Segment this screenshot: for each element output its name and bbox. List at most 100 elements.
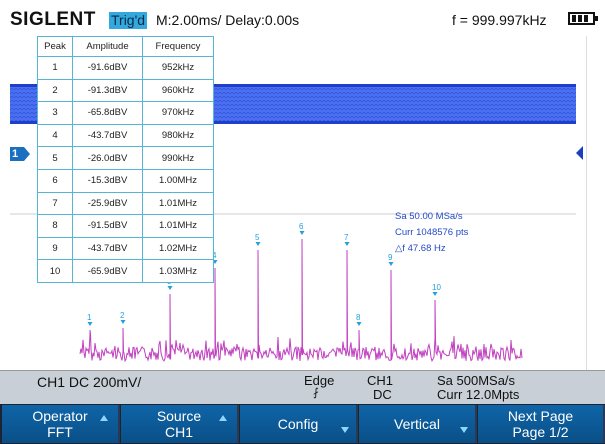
peak-peak-cell: 10	[37, 259, 73, 283]
peak-frequency-cell: 1.01MHz	[142, 191, 214, 216]
peak-frequency-cell: 1.00MHz	[142, 168, 214, 193]
softkey-operator-value: FFT	[47, 424, 73, 440]
fft-sample-rate: Sa 50.00 MSa/s	[395, 211, 463, 222]
peak-marker-icon	[356, 322, 362, 326]
peak-amplitude-cell: -43.7dBV	[72, 236, 143, 261]
fft-points: Curr 1048576 pts	[395, 227, 469, 238]
peak-peak-cell: 6	[37, 168, 73, 193]
peak-peak-cell: 1	[37, 56, 73, 80]
column-header-amplitude: Amplitude	[72, 36, 143, 57]
peak-table-row: 10 -65.9dBV 1.03MHz	[37, 259, 214, 283]
peak-marker-label: 6	[299, 222, 304, 231]
timebase-readout: M:2.00ms/ Delay:0.00s	[156, 12, 300, 28]
trigger-type[interactable]: Edge	[304, 373, 335, 388]
peak-frequency-cell: 990kHz	[142, 146, 214, 170]
peak-marker-label: 5	[255, 233, 260, 242]
top-status-bar: SIGLENT Trig'd M:2.00ms/ Delay:0.00s f =…	[0, 0, 605, 36]
channel-status-bar: CH1 DC 200mV/ Edge ⨏ CH1 DC Sa 500MSa/s …	[0, 370, 605, 405]
softkey-vertical-label: Vertical	[394, 416, 440, 432]
trigger-coupling[interactable]: DC	[373, 387, 392, 402]
waveform-display[interactable]: 12345678910 1 Peak Amplitude Frequency 1…	[10, 36, 587, 370]
peak-amplitude-cell: -65.9dBV	[72, 259, 143, 283]
peak-marker-icon	[255, 242, 261, 246]
peak-amplitude-cell: -26.0dBV	[72, 146, 143, 170]
channel-1-marker[interactable]: 1	[10, 147, 30, 161]
peak-table-row: 1 -91.6dBV 952kHz	[37, 56, 214, 80]
brand-logo: SIGLENT	[10, 9, 96, 30]
softkey-config[interactable]: Config	[240, 405, 358, 443]
peak-table-row: 5 -26.0dBV 990kHz	[37, 146, 214, 170]
peak-marker-icon	[432, 292, 438, 296]
channel-marker-label: 1	[12, 148, 19, 160]
column-header-frequency: Frequency	[142, 36, 214, 57]
peak-frequency-cell: 970kHz	[142, 101, 214, 125]
peak-table-row: 6 -15.3dBV 1.00MHz	[37, 168, 214, 193]
peak-amplitude-cell: -25.9dBV	[72, 191, 143, 216]
softkey-next-page-label: Next Page	[507, 408, 574, 424]
peak-marker-icon	[388, 262, 394, 266]
softkey-next-page[interactable]: Next Page Page 1/2	[478, 405, 605, 443]
peak-marker-label: 8	[356, 313, 361, 322]
arrow-down-icon	[460, 427, 468, 433]
peak-peak-cell: 7	[37, 191, 73, 216]
peak-amplitude-cell: -91.5dBV	[72, 214, 143, 238]
peak-table-row: 7 -25.9dBV 1.01MHz	[37, 191, 214, 216]
peak-marker-label: 1	[87, 313, 92, 322]
peak-peak-cell: 4	[37, 123, 73, 148]
softkey-menu: Operator FFT Source CH1 Config Vertical …	[0, 404, 605, 444]
peak-marker-label: 4	[212, 251, 217, 260]
softkey-vertical[interactable]: Vertical	[359, 405, 477, 443]
fft-spectrum-trace	[79, 238, 523, 363]
softkey-page-indicator: Page 1/2	[512, 424, 569, 440]
memory-depth: Curr 12.0Mpts	[437, 387, 520, 402]
peak-marker-icon	[167, 286, 173, 290]
channel-setting[interactable]: CH1 DC 200mV/	[37, 374, 142, 390]
acquisition-sample-rate: Sa 500MSa/s	[437, 373, 516, 388]
peak-marker-icon	[299, 231, 305, 235]
peak-peak-cell: 3	[37, 101, 73, 125]
peak-marker-label: 9	[388, 253, 393, 262]
softkey-source[interactable]: Source CH1	[121, 405, 239, 443]
peak-frequency-cell: 1.02MHz	[142, 236, 214, 261]
peak-table-header: Peak Amplitude Frequency	[37, 36, 214, 57]
battery-icon	[568, 12, 598, 25]
peak-marker-icon	[344, 242, 350, 246]
fft-resolution: △f 47.68 Hz	[395, 243, 446, 254]
peak-frequency-cell: 980kHz	[142, 123, 214, 148]
arrow-up-icon	[219, 415, 227, 421]
peak-marker-icon	[87, 322, 93, 326]
peak-marker-label: 7	[344, 233, 349, 242]
peak-marker-label: 2	[120, 311, 125, 320]
peak-peak-cell: 2	[37, 78, 73, 103]
peak-table-row: 4 -43.7dBV 980kHz	[37, 123, 214, 148]
peak-amplitude-cell: -91.6dBV	[72, 56, 143, 80]
peak-amplitude-cell: -65.8dBV	[72, 101, 143, 125]
trigger-level-marker[interactable]	[576, 146, 583, 160]
peak-peak-cell: 5	[37, 146, 73, 170]
peak-frequency-cell: 960kHz	[142, 78, 214, 103]
peak-frequency-cell: 952kHz	[142, 56, 214, 80]
peak-marker-icon	[120, 320, 126, 324]
peak-table-row: 2 -91.3dBV 960kHz	[37, 78, 214, 103]
softkey-config-label: Config	[277, 416, 319, 432]
softkey-source-label: Source	[156, 408, 202, 424]
fft-peak-table: Peak Amplitude Frequency 1 -91.6dBV 952kHz…	[37, 36, 214, 283]
peak-frequency-cell: 1.03MHz	[142, 259, 214, 283]
arrow-down-icon	[341, 427, 349, 433]
peak-peak-cell: 8	[37, 214, 73, 238]
softkey-operator[interactable]: Operator FFT	[2, 405, 120, 443]
trigger-status-badge: Trig'd	[109, 12, 148, 29]
softkey-operator-label: Operator	[32, 408, 88, 424]
column-header-peak: Peak	[37, 36, 73, 57]
trigger-edge-icon: ⨏	[313, 387, 319, 399]
trigger-source[interactable]: CH1	[367, 373, 394, 388]
peak-amplitude-cell: -43.7dBV	[72, 123, 143, 148]
peak-table-row: 8 -91.5dBV 1.01MHz	[37, 214, 214, 238]
softkey-source-value: CH1	[164, 424, 193, 440]
frequency-counter: f = 999.997kHz	[452, 12, 547, 28]
peak-peak-cell: 9	[37, 236, 73, 261]
peak-frequency-cell: 1.01MHz	[142, 214, 214, 238]
peak-table-row: 9 -43.7dBV 1.02MHz	[37, 236, 214, 261]
peak-marker-label: 10	[432, 283, 441, 292]
arrow-up-icon	[100, 415, 108, 421]
